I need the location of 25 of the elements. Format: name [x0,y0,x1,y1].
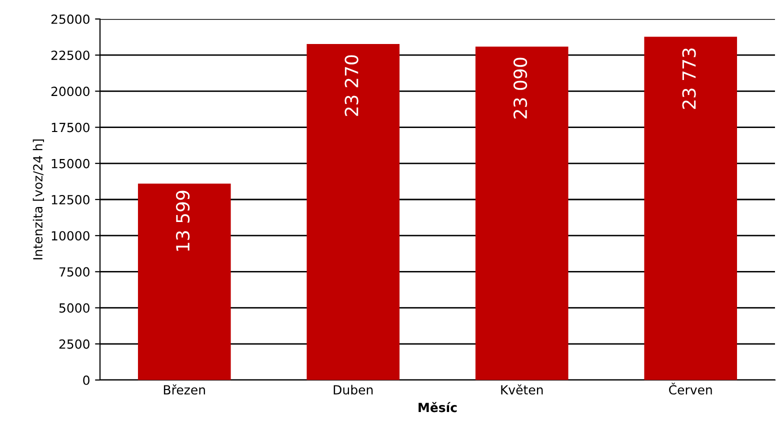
x-tick-label: Březen [164,384,205,395]
x-tick-label: Červen [669,382,712,395]
bar [475,46,568,380]
bar [138,184,231,380]
data-label: 23 773 [682,48,696,109]
y-tick-label: 12500 [52,194,90,204]
y-tick-label: 10000 [52,231,90,241]
y-tick-label: 0 [83,375,90,385]
data-label: 23 270 [344,55,358,116]
x-tick-label: Květen [501,384,543,395]
bar [306,44,400,380]
y-tick-label: 25000 [51,14,90,24]
x-tick-label: Duben [334,384,373,395]
data-label: 23 090 [513,58,528,118]
y-tick-label: 15000 [52,158,90,168]
data-label: 13 599 [176,190,190,251]
y-tick-label: 2500 [59,339,90,349]
y-tick-label: 17500 [52,122,90,132]
y-axis-title: Intenzita [voz/24 h] [32,140,44,260]
y-tick-label: 22500 [51,50,90,60]
y-tick-label: 5000 [59,303,90,313]
y-tick-label: 20000 [51,86,90,96]
y-tick-label: 7500 [59,267,90,277]
x-axis-title: Měsíc [418,402,457,412]
bar [644,36,738,380]
